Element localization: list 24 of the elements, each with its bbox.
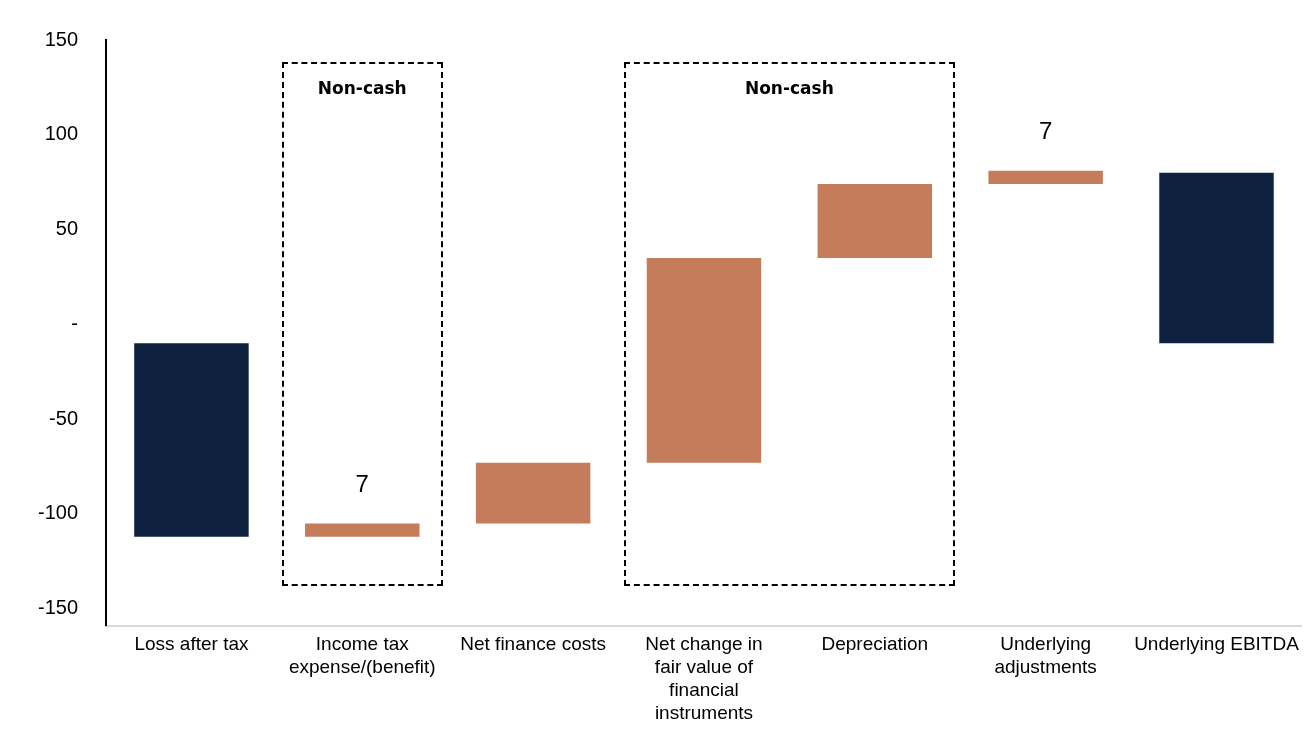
y-tick-label: -150 (38, 596, 79, 619)
y-tick-label: - (71, 311, 79, 334)
y-tick-label: 100 (44, 122, 79, 145)
bar (305, 523, 420, 537)
bar (817, 184, 933, 259)
x-tick-label: Underlying adjustments (994, 633, 1097, 678)
x-tick-label: Net change in fair value of financial instruments (645, 633, 763, 723)
bar (475, 462, 591, 524)
bar (1159, 172, 1274, 344)
x-tick-label: Loss after tax (134, 633, 249, 655)
x-tick-label: Net finance costs (460, 633, 607, 655)
y-tick-label: -50 (49, 406, 79, 429)
y-tick-label: -100 (38, 501, 79, 524)
y-tick-label: 150 (44, 27, 79, 50)
data-label: 7 (1038, 117, 1053, 145)
bar (134, 343, 249, 537)
bar (988, 170, 1103, 185)
x-tick-label: Depreciation (821, 633, 929, 655)
bar (646, 258, 762, 463)
y-tick-label: 50 (55, 217, 79, 240)
dashed-frame: Non-cash (623, 62, 956, 586)
x-tick-label: Income tax expense/(benefit) (288, 633, 436, 678)
data-label: 7 (355, 470, 369, 498)
x-tick-label: Underlying EBITDA (1134, 633, 1300, 655)
